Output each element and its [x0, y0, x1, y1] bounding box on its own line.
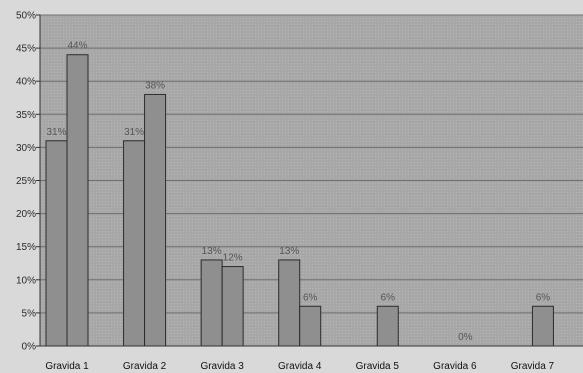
x-axis: Gravida 1 Gravida 2 Gravida 3 Gravida 4 Grav…: [40, 345, 583, 372]
data-label: 13%: [202, 246, 222, 257]
y-tick-label: 35%: [16, 110, 36, 121]
x-tick-label: Gravida 4: [278, 361, 322, 372]
y-tick-label: 0%: [22, 342, 37, 353]
bar: [278, 259, 301, 347]
bar: [66, 54, 89, 347]
bar: [299, 305, 322, 347]
bar: [221, 266, 244, 347]
bar: [531, 305, 554, 347]
x-tick-label: Gravida 7: [511, 361, 555, 372]
data-label: 12%: [223, 253, 243, 264]
data-label: 13%: [279, 246, 299, 257]
y-tick-label: 45%: [16, 44, 36, 55]
data-label: 6%: [381, 292, 396, 303]
y-tick-label: 15%: [16, 242, 36, 253]
y-tick-label: 20%: [16, 209, 36, 220]
bar: [200, 259, 223, 347]
y-tick-label: 10%: [16, 275, 36, 286]
bar: [144, 93, 167, 347]
data-label: 31%: [124, 127, 144, 138]
y-tick-label: 30%: [16, 143, 36, 154]
y-tick-label: 40%: [16, 77, 36, 88]
y-tick-label: 50%: [16, 11, 36, 22]
y-axis: 0% 5% 10% 15% 20% 25% 30% 35% 40% 45% 50%: [16, 11, 41, 353]
x-tick-label: Gravida 3: [200, 361, 244, 372]
data-label: 6%: [303, 292, 318, 303]
y-tick-label: 25%: [16, 176, 36, 187]
data-labels: 31%44%31%38%13%12%13%6% 6%0%6%: [46, 41, 550, 343]
bar: [123, 140, 146, 347]
data-label: 38%: [145, 80, 165, 91]
data-label: 31%: [46, 127, 66, 138]
x-tick-label: Gravida 1: [45, 361, 89, 372]
data-label: 6%: [536, 292, 551, 303]
data-label: 44%: [67, 41, 87, 52]
data-label: 0%: [458, 332, 473, 343]
x-tick-label: Gravida 2: [123, 361, 167, 372]
x-tick-label: Gravida 5: [356, 361, 400, 372]
x-tick-label: Gravida 6: [433, 361, 477, 372]
bar: [45, 140, 68, 347]
bar: [376, 305, 399, 347]
y-tick-label: 5%: [22, 308, 37, 319]
